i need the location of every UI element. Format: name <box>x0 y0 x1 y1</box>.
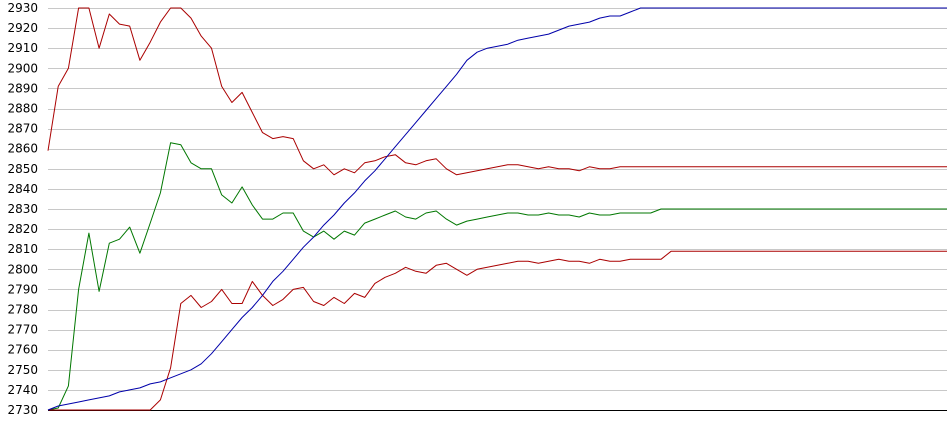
y-tick-labels: 2730 2740 2750 2760 2770 2780 2790 2800 2810 2820… <box>7 1 38 417</box>
y-tick-label: 2900 <box>7 61 38 75</box>
y-tick-label: 2930 <box>7 1 38 15</box>
series-line-2 <box>47 142 947 411</box>
series-line-1 <box>47 7 947 176</box>
y-tick-label: 2810 <box>7 242 38 256</box>
y-tick-label: 2750 <box>7 363 38 377</box>
y-tick-label: 2890 <box>7 81 38 95</box>
y-tick-label: 2820 <box>7 222 38 236</box>
series-line-4 <box>47 7 947 411</box>
y-tick-label: 2760 <box>7 343 38 357</box>
y-tick-label: 2840 <box>7 182 38 196</box>
series-line-3 <box>48 250 947 411</box>
y-tick-label: 2740 <box>7 383 38 397</box>
y-tick-label: 2800 <box>7 262 38 276</box>
y-tick-label: 2850 <box>7 162 38 176</box>
y-tick-label: 2920 <box>7 21 38 35</box>
y-tick-label: 2780 <box>7 303 38 317</box>
gridlines <box>48 8 947 411</box>
series-lines <box>47 7 947 411</box>
y-tick-label: 2880 <box>7 102 38 116</box>
y-tick-label: 2860 <box>7 142 38 156</box>
y-tick-label: 2870 <box>7 122 38 136</box>
y-tick-label: 2830 <box>7 202 38 216</box>
y-tick-label: 2730 <box>7 403 38 417</box>
y-tick-label: 2910 <box>7 41 38 55</box>
y-tick-label: 2790 <box>7 282 38 296</box>
y-tick-label: 2770 <box>7 323 38 337</box>
